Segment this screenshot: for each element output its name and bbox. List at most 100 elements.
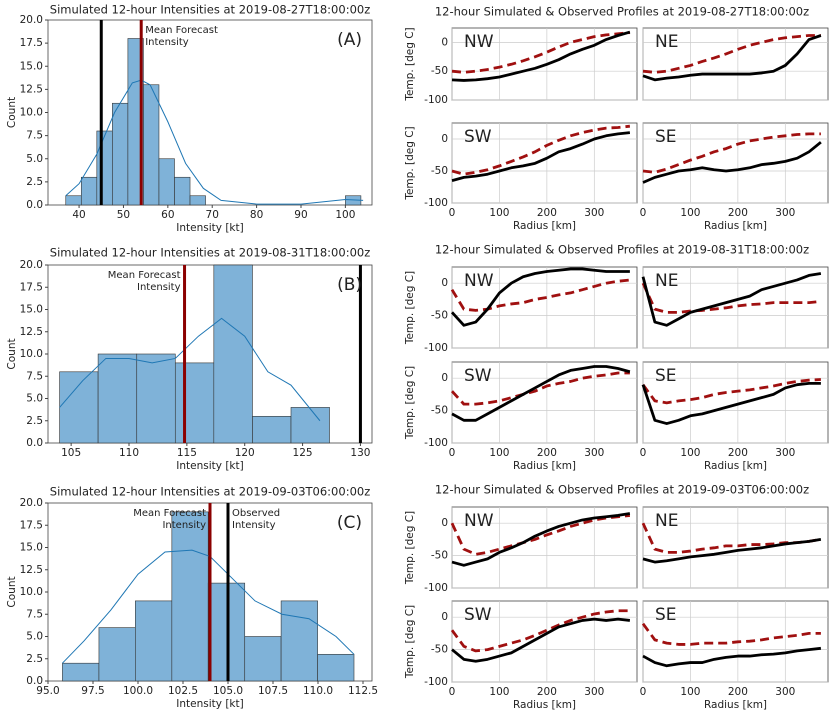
mean-line xyxy=(641,378,821,405)
x-tick-label: 100 xyxy=(680,686,700,698)
y-tick-label: -50 xyxy=(431,165,448,177)
x-tick-label: 130 xyxy=(350,447,370,459)
y-tick-label: -100 xyxy=(424,676,448,688)
bar xyxy=(207,582,246,682)
y-axis-label: Temp. [deg C] xyxy=(404,605,416,679)
observed-line xyxy=(641,272,822,327)
annotation: Intensity xyxy=(232,520,276,531)
x-tick-label: 0 xyxy=(640,686,647,698)
y-axis-label: Temp. [deg C] xyxy=(404,27,416,101)
y-tick-label: 20.0 xyxy=(20,259,43,271)
bar xyxy=(174,362,215,444)
bar xyxy=(174,176,191,206)
y-axis-label: Count xyxy=(6,338,18,369)
plot-frame xyxy=(642,27,829,101)
y-tick-label: 0 xyxy=(441,611,448,623)
bar xyxy=(80,176,98,206)
x-tick-label: 105 xyxy=(61,447,81,459)
plot-frame xyxy=(451,506,638,589)
x-axis-label: Radius [km] xyxy=(704,699,767,711)
bar xyxy=(213,264,253,444)
x-tick-label: 300 xyxy=(584,686,604,698)
chart-title: Simulated 12-hour Intensities at 2019-08… xyxy=(50,3,370,17)
x-axis-label: Radius [km] xyxy=(513,699,576,711)
bar xyxy=(65,195,82,206)
mean-line xyxy=(450,371,630,406)
x-tick-label: 95.0 xyxy=(36,685,59,697)
y-tick-label: 0 xyxy=(441,133,448,145)
y-tick-label: -100 xyxy=(424,197,448,209)
x-tick-label: 110 xyxy=(119,447,139,459)
y-tick-label: 0.0 xyxy=(26,437,43,449)
annotation: Intensity xyxy=(162,520,206,531)
panel-label: NW xyxy=(464,32,494,52)
panel-label: (A) xyxy=(337,30,362,50)
x-tick-label: 102.5 xyxy=(168,685,198,697)
observed-line xyxy=(642,34,822,82)
x-tick-label: 0 xyxy=(640,207,647,219)
x-tick-label: 107.5 xyxy=(258,685,288,697)
x-tick-label: 0 xyxy=(449,447,456,459)
y-axis-label: Count xyxy=(6,97,18,128)
x-tick-label: 97.5 xyxy=(81,685,104,697)
bar xyxy=(244,636,282,682)
bar xyxy=(136,353,176,444)
observed-line xyxy=(451,512,631,567)
annotation: Mean Forecast xyxy=(108,270,181,281)
y-tick-label: 17.5 xyxy=(20,37,43,49)
x-tick-label: 200 xyxy=(728,207,748,219)
panel-label: SE xyxy=(655,127,677,147)
panel-label: NE xyxy=(655,271,678,291)
x-axis-label: Radius [km] xyxy=(513,460,576,472)
annotation: Intensity xyxy=(145,37,189,48)
x-axis-label: Radius [km] xyxy=(704,460,767,472)
bar xyxy=(252,415,292,444)
x-tick-label: 300 xyxy=(584,447,604,459)
y-tick-label: -100 xyxy=(424,437,448,449)
mean-line xyxy=(642,34,821,74)
x-tick-label: 200 xyxy=(728,447,748,459)
mean-line xyxy=(642,132,821,174)
x-tick-label: 300 xyxy=(775,207,795,219)
x-axis-label: Intensity [kt] xyxy=(176,222,243,234)
y-tick-label: 5.0 xyxy=(26,631,43,643)
y-tick-label: 2.5 xyxy=(26,176,43,188)
y-tick-label: 10.0 xyxy=(20,107,43,119)
y-tick-label: 0.0 xyxy=(26,675,43,687)
bar xyxy=(96,130,113,206)
observed-line xyxy=(642,646,822,668)
chart-title: 12-hour Simulated & Observed Profiles at… xyxy=(435,243,809,257)
y-tick-label: 5.0 xyxy=(26,393,43,405)
y-tick-label: 0 xyxy=(441,36,448,48)
bar xyxy=(189,195,206,206)
x-tick-label: 40 xyxy=(72,209,85,221)
mean-line xyxy=(451,31,631,74)
observed-line xyxy=(642,141,822,184)
x-axis-label: Intensity [kt] xyxy=(176,698,243,710)
y-tick-label: 15.0 xyxy=(20,304,43,316)
kde-line xyxy=(59,317,321,422)
x-axis-label: Radius [km] xyxy=(704,220,767,232)
y-tick-label: -50 xyxy=(431,644,448,656)
mean-line xyxy=(641,622,821,646)
mean-line xyxy=(451,124,631,176)
y-tick-label: 0 xyxy=(441,372,448,384)
x-axis-label: Radius [km] xyxy=(513,220,576,232)
plot-frame xyxy=(642,361,829,444)
y-tick-label: 12.5 xyxy=(20,326,43,338)
y-tick-label: 2.5 xyxy=(26,415,43,427)
x-tick-label: 200 xyxy=(728,686,748,698)
x-tick-label: 112.5 xyxy=(348,685,378,697)
annotation: Intensity xyxy=(137,282,181,293)
panel-label: NE xyxy=(655,511,678,531)
y-tick-label: 0 xyxy=(441,277,448,289)
y-axis-label: Count xyxy=(6,576,18,607)
x-tick-label: 0 xyxy=(449,207,456,219)
mean-line xyxy=(641,282,822,314)
y-tick-label: -50 xyxy=(431,310,448,322)
y-tick-label: 0 xyxy=(441,517,448,529)
observed-line xyxy=(451,365,631,422)
x-tick-label: 200 xyxy=(537,686,557,698)
y-tick-label: 12.5 xyxy=(20,83,43,95)
x-tick-label: 50 xyxy=(117,209,130,221)
